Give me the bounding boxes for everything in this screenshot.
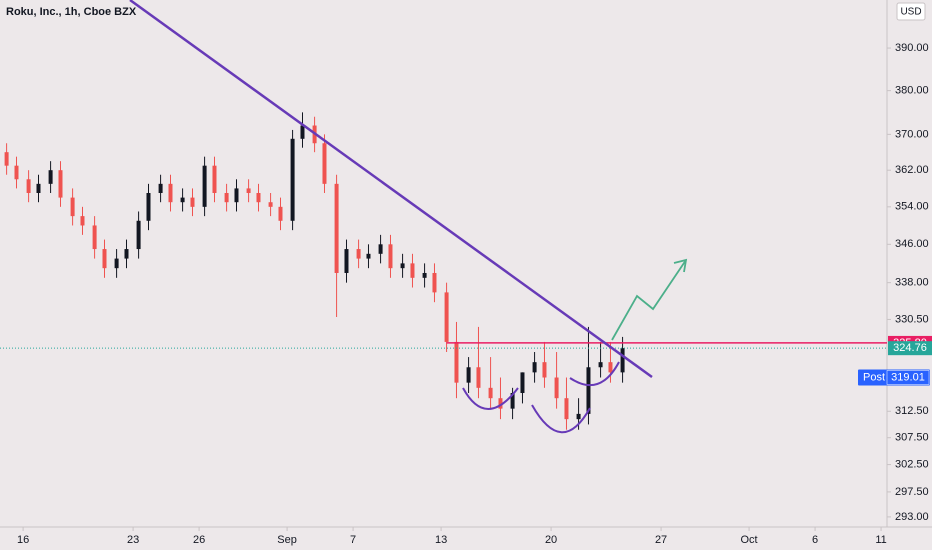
currency: USD [900,7,921,18]
y-tick-label: 354.00 [895,201,929,213]
candle-body [80,216,85,226]
candle-body [532,362,537,373]
candle-body [586,367,591,414]
head-arc [531,404,591,434]
candle-body [488,387,493,399]
y-tick-label: 390.00 [895,42,929,54]
candle-body [114,258,119,269]
candle-body [564,398,569,420]
candle-body [246,188,251,193]
candle-body [576,413,581,420]
post-label: Post [863,371,885,383]
candle-body [190,197,195,207]
y-tick-label: 346.00 [895,238,929,250]
candle-body [224,192,229,203]
candle-body [48,170,53,184]
y-tick-label: 362.00 [895,164,929,176]
y-tick-label: 307.50 [895,432,929,444]
candle-body [26,179,31,193]
candle-body [146,192,151,221]
currency-box [896,2,926,21]
x-tick-label: 13 [435,534,447,546]
candle-body [542,362,547,378]
candle-body [454,341,459,383]
y-tick-label: 297.50 [895,486,929,498]
x-tick-label: Sep [277,534,297,546]
candle-body [608,362,613,373]
candle-body [290,138,295,221]
candle-body [4,152,9,166]
candle-body [180,197,185,203]
x-tick-label: 7 [350,534,356,546]
x-tick-label: 27 [655,534,667,546]
candle-body [356,249,361,259]
candle-body [366,253,371,259]
candle-body [36,183,41,193]
x-tick-label: 26 [193,534,205,546]
candle-body [92,225,97,250]
candle-body [400,263,405,269]
candle-body [278,206,283,221]
x-tick-label: 6 [812,534,818,546]
axis: 293.00 297.50 302.50 307.50 312.50 330.50 338.… [17,42,932,546]
y-tick-label: 380.00 [895,85,929,97]
y-tick-label: 370.00 [895,128,929,140]
candle-body [70,197,75,217]
post-tag-inner [886,370,930,385]
candle-body [268,202,273,207]
arrow-head [673,258,688,273]
candle-body [432,272,437,293]
candle-body [520,372,525,394]
candle-body [300,125,305,139]
candle-body [554,377,559,399]
candle-body [168,183,173,203]
candle-body [58,170,63,198]
candle-body [256,192,261,203]
candle-body [510,393,515,409]
y-tick-label: 312.50 [895,405,929,417]
post-value: 319.01 [891,371,925,383]
candle-body [322,143,327,184]
candle-body [158,183,163,193]
trend-line [129,0,653,379]
chart-title: Roku, Inc., 1h, Cboe BZX [6,6,137,18]
candle-body [620,348,625,373]
candle-body [422,272,427,278]
x-tick-label: Oct [741,534,758,546]
candle-body [136,220,141,250]
candle-body [234,188,239,203]
plot [0,112,887,430]
candle-body [476,367,481,388]
x-tick-label: 20 [545,534,557,546]
candle-body [334,183,339,273]
y-tick-label: 338.00 [895,277,929,289]
y-tick-label: 330.50 [895,313,929,325]
candle-body [466,367,471,383]
candle-body [378,244,383,254]
y-tick-label: 302.50 [895,458,929,470]
projection-arrow [611,259,687,341]
candle-body [498,398,503,409]
price-tag [888,341,932,356]
shoulder-arc [569,361,620,387]
candle-body [102,249,107,269]
candle-body [124,249,129,259]
candle-body [388,244,393,269]
candle-body [202,165,207,207]
shoulder-arc [462,387,519,410]
candle-body [344,249,349,273]
candle-body [14,165,19,180]
candle-body [410,263,415,278]
candle-body [212,165,217,193]
y-tick-label: 293.00 [895,511,929,523]
price-tag-label: 324.76 [893,342,927,354]
candle-body [444,292,449,342]
candle-body [598,362,603,368]
x-tick-label: 11 [875,534,886,546]
x-tick-label: 16 [17,534,29,546]
x-tick-label: 23 [127,534,139,546]
